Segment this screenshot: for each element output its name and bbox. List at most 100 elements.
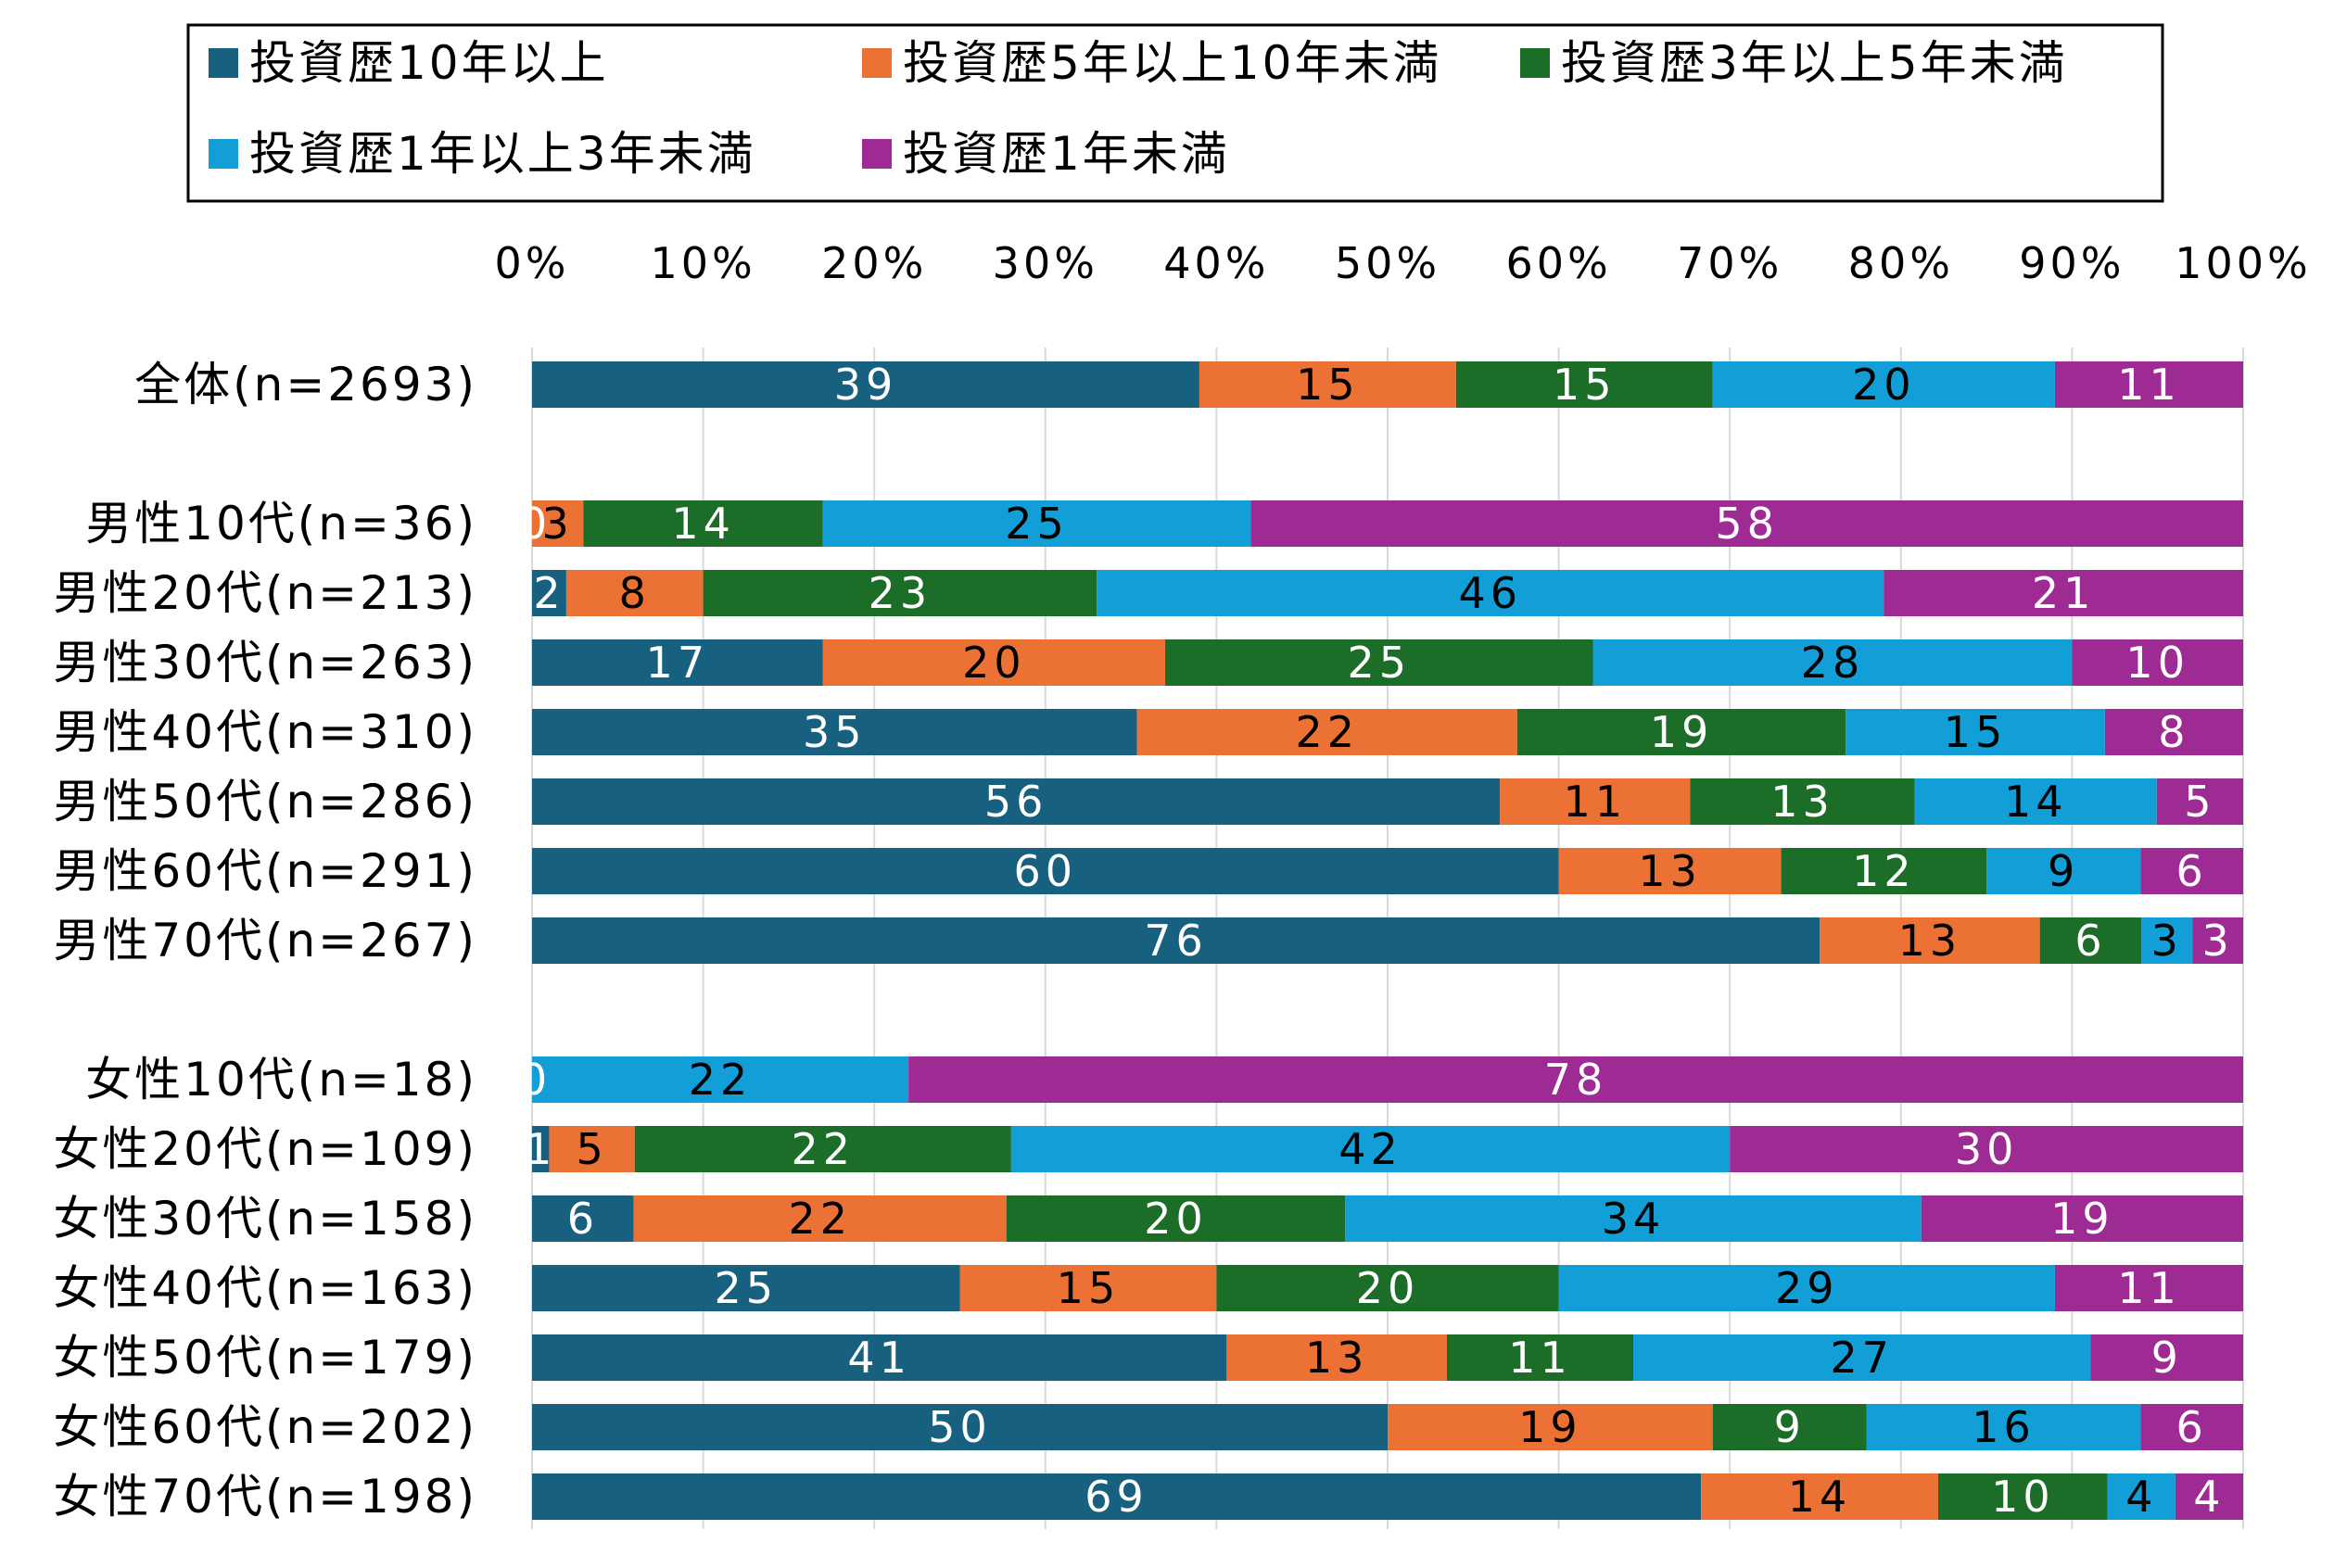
x-tick-label: 20% (821, 238, 927, 288)
data-label: 11 (2117, 360, 2181, 410)
data-label: 20 (1356, 1263, 1420, 1313)
bar-segment (532, 778, 1501, 825)
bar-segment (1633, 1334, 2091, 1381)
bar-segment (1250, 500, 2243, 547)
data-label: 6 (2175, 1402, 2207, 1452)
bar-segment (1986, 848, 2141, 894)
bar-segment (532, 1473, 1702, 1520)
legend-swatch (1520, 48, 1550, 78)
bar-segment (532, 1126, 550, 1172)
bar-segment (1712, 361, 2055, 408)
x-tick-label: 40% (1163, 238, 1269, 288)
category-label: 女性10代(n=18) (85, 1053, 477, 1106)
data-label: 6 (567, 1194, 599, 1244)
data-label: 27 (1830, 1333, 1894, 1383)
data-label: 9 (1774, 1402, 1806, 1452)
category-label: 男性70代(n=267) (53, 914, 477, 967)
legend-label: 投資歴3年以上5年未満 (1561, 36, 2068, 90)
x-tick-label: 60% (1505, 238, 1611, 288)
bar-segment (1820, 917, 2040, 964)
bar-segment (1516, 709, 1846, 755)
bar-segment (532, 709, 1137, 755)
x-tick-label: 80% (1848, 238, 1954, 288)
data-label: 42 (1338, 1124, 1402, 1174)
x-axis-ticks: 0% 10% 20% 30% 40% 50% 60% 70% 80% 90% 100% (495, 238, 2312, 288)
data-label: 15 (1296, 360, 1360, 410)
data-label: 22 (689, 1055, 753, 1105)
bar-segment (2072, 639, 2243, 686)
bar-segment (1846, 709, 2105, 755)
data-label: 11 (1508, 1333, 1572, 1383)
legend-box (186, 23, 2164, 203)
data-label: 69 (1085, 1472, 1148, 1522)
bar-segment (1730, 1126, 2243, 1172)
category-label: 女性60代(n=202) (53, 1400, 477, 1454)
bar-segment (1446, 1334, 1634, 1381)
bar-segment (532, 1195, 634, 1242)
data-label: 1 (525, 1124, 556, 1174)
x-tick-label: 30% (993, 238, 1098, 288)
data-label: 30 (1955, 1124, 2019, 1174)
bar-segment (532, 1334, 1227, 1381)
legend-label: 投資歴1年以上3年未満 (249, 127, 756, 181)
data-label: 6 (2074, 916, 2106, 966)
data-label: 2 (533, 568, 564, 618)
legend-label: 投資歴5年以上10年未満 (903, 36, 1441, 90)
x-tick-label: 50% (1335, 238, 1440, 288)
bar-segment (703, 570, 1097, 616)
data-label: 39 (834, 360, 898, 410)
bar-segment (822, 500, 1251, 547)
data-label: 11 (1563, 777, 1627, 827)
bar-segment (549, 1126, 635, 1172)
data-label: 15 (1057, 1263, 1121, 1313)
bar-segment (532, 570, 566, 616)
bar-segment (822, 639, 1166, 686)
data-label: 22 (1295, 707, 1359, 757)
bar-segment (2140, 1404, 2243, 1450)
data-label: 56 (984, 777, 1048, 827)
bar-segment (1690, 778, 1915, 825)
data-label: 9 (2151, 1333, 2183, 1383)
bar-segment (634, 1126, 1011, 1172)
bar-segment (2107, 1473, 2175, 1520)
category-label: 女性20代(n=109) (53, 1122, 477, 1176)
data-label: 4 (2125, 1472, 2157, 1522)
bar-segment (532, 639, 823, 686)
bar-segment (1701, 1473, 1939, 1520)
legend-label: 投資歴10年以上 (249, 36, 609, 90)
data-label: 19 (2050, 1194, 2114, 1244)
data-label: 22 (792, 1124, 856, 1174)
bar-segment (1884, 570, 2243, 616)
data-label: 58 (1715, 499, 1779, 549)
bar-segment (2175, 1473, 2243, 1520)
data-label: 25 (1005, 499, 1069, 549)
bar-segment (2156, 778, 2243, 825)
data-label: 50 (928, 1402, 992, 1452)
legend-swatch (862, 48, 892, 78)
data-label: 4 (2193, 1472, 2225, 1522)
bar-segment (583, 500, 823, 547)
data-label: 6 (2175, 846, 2207, 896)
data-label: 25 (714, 1263, 778, 1313)
data-label: 8 (2158, 707, 2189, 757)
bar-segment (1165, 639, 1593, 686)
data-label: 34 (1602, 1194, 1666, 1244)
data-label: 15 (1944, 707, 2008, 757)
bar-segment (959, 1265, 1217, 1311)
data-label: 20 (962, 638, 1026, 688)
data-label: 5 (2184, 777, 2215, 827)
x-tick-label: 100% (2175, 238, 2312, 288)
bar-segment (1006, 1195, 1346, 1242)
bars (532, 361, 2243, 1520)
bar-segment (1226, 1334, 1447, 1381)
bar-segment (2054, 361, 2243, 408)
data-label: 17 (646, 638, 710, 688)
legend-swatch (862, 139, 892, 169)
bar-segment (2141, 917, 2193, 964)
data-label: 9 (2048, 846, 2079, 896)
bar-segment (1455, 361, 1713, 408)
category-label: 男性40代(n=310) (53, 705, 477, 759)
data-label: 15 (1553, 360, 1617, 410)
bar-segment (1500, 778, 1691, 825)
